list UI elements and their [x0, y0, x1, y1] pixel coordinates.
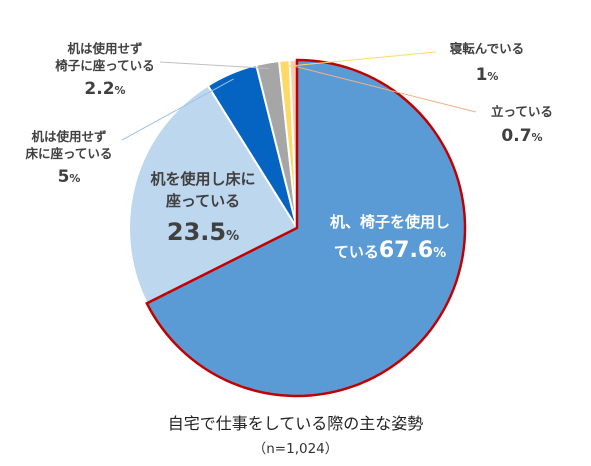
unit-standing: % — [531, 131, 543, 144]
value-nodesk-floor: 5 — [57, 167, 70, 187]
leader-lying — [284, 51, 437, 67]
value-nodesk-chair: 2.2 — [84, 79, 115, 99]
label-desk-chair-line2: ている — [333, 243, 379, 261]
label-desk-floor-line1: 机を使用し床に — [150, 170, 256, 188]
value-desk-chair: 67.6 — [378, 238, 434, 263]
label-nodesk-chair-line1: 机は使用せず — [67, 41, 143, 56]
unit-nodesk-chair: % — [114, 84, 126, 97]
chart-title: 自宅で仕事をしている際の主な姿勢 — [167, 414, 424, 433]
label-nodesk-floor-line1: 机は使用せず — [31, 129, 107, 144]
leader-nodesk-floor — [121, 78, 234, 141]
unit-desk-chair: % — [433, 246, 447, 261]
label-standing-line1: 立っている — [491, 104, 553, 119]
unit-lying: % — [487, 70, 499, 83]
leader-nodesk-chair — [159, 61, 269, 69]
chart-subtitle: （n=1,024） — [252, 441, 339, 457]
label-lying-line1: 寝転んでいる — [449, 41, 525, 56]
label-desk-floor: 机を使用し床に 座っている 23.5% — [128, 168, 278, 246]
label-nodesk-chair: 机は使用せず 椅子に座っている 2.2% — [42, 40, 168, 99]
label-lying: 寝転んでいる 1% — [432, 40, 542, 85]
value-desk-floor: 23.5 — [166, 218, 227, 246]
label-desk-chair: 机、椅子を使用し ている67.6% — [300, 212, 480, 263]
unit-desk-floor: % — [226, 229, 240, 244]
label-nodesk-chair-line2: 椅子に座っている — [55, 58, 155, 73]
unit-nodesk-floor: % — [69, 172, 81, 185]
label-standing: 立っている 0.7% — [472, 103, 572, 146]
label-desk-floor-line2: 座っている — [165, 192, 241, 210]
label-desk-chair-line1: 机、椅子を使用し — [329, 213, 450, 231]
value-lying: 1 — [475, 65, 488, 85]
value-standing: 0.7 — [501, 126, 532, 146]
label-nodesk-floor: 机は使用せず 床に座っている 5% — [14, 128, 124, 187]
leader-standing — [293, 65, 477, 113]
label-nodesk-floor-line2: 床に座っている — [25, 146, 113, 161]
